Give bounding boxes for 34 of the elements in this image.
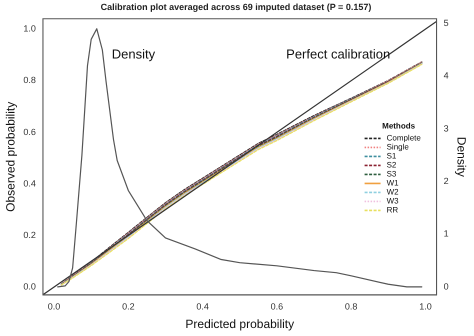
y2-tick-label: 3 — [444, 123, 449, 134]
legend-label: S1 — [386, 152, 397, 161]
x-tick-label: 0.0 — [48, 302, 60, 312]
x-tick-label: 0.2 — [122, 302, 135, 312]
y-tick-label: 0.6 — [23, 126, 36, 137]
legend-label: RR — [386, 206, 398, 215]
legend-label: W1 — [386, 178, 400, 188]
y-tick-label: 0.2 — [23, 230, 36, 240]
legend-label: S3 — [386, 170, 397, 179]
x-axis-title: Predicted probability — [185, 317, 294, 332]
legend-title: Methods — [382, 122, 416, 131]
legend-label: W3 — [386, 196, 400, 206]
y2-axis-title: Density — [454, 136, 468, 177]
x-tick-label: 1.0 — [419, 302, 432, 312]
y-tick-label: 0.0 — [23, 282, 36, 292]
legend-label: S2 — [386, 160, 397, 170]
y-axis-title: Observed probability — [4, 102, 18, 212]
legend-label: Single — [386, 142, 410, 152]
y2-tick-label: 5 — [444, 18, 449, 28]
x-tick-label: 0.8 — [344, 302, 358, 312]
annotation: Density — [112, 46, 156, 62]
x-tick-label: 0.6 — [270, 302, 284, 312]
y-tick-label: 1.0 — [23, 24, 36, 34]
x-tick-label: 0.4 — [196, 302, 209, 312]
y2-tick-label: 4 — [444, 70, 449, 81]
y-tick-label: 0.4 — [23, 178, 36, 188]
y2-tick-label: 1 — [444, 228, 449, 239]
annotation: Perfect calibration — [286, 46, 390, 62]
y2-tick-label: 0 — [444, 281, 449, 292]
y-tick-label: 0.8 — [23, 75, 36, 86]
y2-tick-label: 2 — [444, 176, 449, 186]
chart-title: Calibration plot averaged across 69 imputed dataset (P = 0.157) — [100, 2, 372, 12]
legend-label: Complete — [386, 134, 422, 143]
legend-label: W2 — [386, 188, 400, 197]
